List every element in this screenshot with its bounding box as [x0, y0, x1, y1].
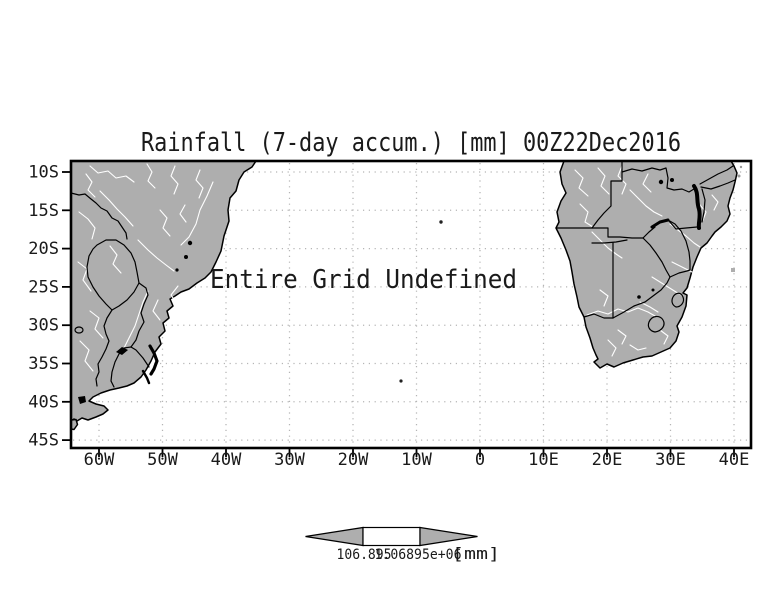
south-america-landmass [70, 160, 257, 422]
island-dot [731, 268, 735, 272]
lon-tick-label: 30E [655, 450, 686, 470]
lon-tick-label: 60W [84, 450, 115, 470]
island-dot [399, 379, 403, 383]
lat-tick-label: 20S [28, 239, 59, 259]
lat-tick-label: 35S [28, 354, 59, 374]
lat-tick-label: 40S [28, 392, 59, 412]
undefined-grid-message: Entire Grid Undefined [210, 265, 517, 295]
ocean-islands [399, 165, 743, 383]
plot-title: Rainfall (7-day accum.) [mm] 00Z22Dec201… [141, 128, 681, 158]
lon-tick-label: 10E [528, 450, 559, 470]
river-lines [77, 163, 719, 372]
lon-tick-label: 40W [211, 450, 242, 470]
island-dot [739, 165, 743, 169]
island-dot [737, 174, 741, 178]
lon-tick-label: 20W [338, 450, 369, 470]
country-borders [70, 160, 736, 388]
lon-tick-label: 10W [401, 450, 432, 470]
colorbar-middle-cell [362, 526, 421, 547]
lon-tick-label: 20E [592, 450, 623, 470]
colorbar-right-arrow [419, 526, 478, 547]
colorbar-max-label: 1.06895e+06 [375, 547, 462, 563]
lat-tick-label: 25S [28, 277, 59, 297]
lat-tick-label: 10S [28, 163, 59, 183]
lat-tick-label: 45S [28, 431, 59, 451]
lon-tick-label: 50W [147, 450, 178, 470]
axis-ticks-and-labels: 10S 15S 20S 25S 30S 35S 40S 45S 60W 50W 40W 30W 20W 1… [28, 163, 749, 471]
lakes [74, 178, 702, 404]
lat-tick-label: 15S [28, 201, 59, 221]
africa-landmass [555, 160, 738, 369]
map-frame [69, 159, 753, 450]
lat-tick-label: 30S [28, 316, 59, 336]
island-dot [439, 220, 443, 224]
colorbar-left-arrow [305, 526, 364, 547]
lon-tick-label: 40E [719, 450, 750, 470]
colorbar: 106.895 1.06895e+06 [mm] [305, 526, 500, 563]
lon-tick-label: 0 [475, 450, 485, 470]
lon-tick-label: 30W [274, 450, 305, 470]
colorbar-min-label: 106.895 [337, 547, 392, 563]
landmasses [70, 160, 738, 431]
colorbar-unit-label: [mm] [452, 544, 500, 563]
